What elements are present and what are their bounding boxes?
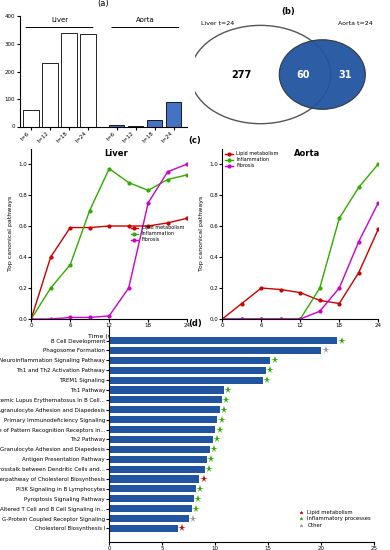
Text: 60: 60 (297, 69, 310, 80)
Bar (80, 34, 96, 126)
Legend: Lipid metabolism, Inflammatory processes, Other: Lipid metabolism, Inflammatory processes… (298, 509, 372, 529)
Bar (109, 357, 270, 364)
Text: Liver: Liver (51, 18, 68, 23)
Y-axis label: Top canonical pathways: Top canonical pathways (8, 196, 13, 271)
Bar (109, 367, 266, 374)
Text: Liver: Liver (104, 149, 128, 158)
Text: Liver t=24: Liver t=24 (200, 20, 234, 26)
Text: 31: 31 (338, 69, 351, 80)
Bar (109, 436, 213, 443)
Bar (109, 475, 199, 482)
Bar (109, 377, 263, 384)
Bar (109, 347, 321, 354)
Legend: Lipid metabolism, Inflammation, Fibrosis: Lipid metabolism, Inflammation, Fibrosis (225, 151, 279, 169)
Text: Aorta: Aorta (294, 149, 320, 158)
X-axis label: Time (weeks): Time (weeks) (279, 334, 321, 339)
Bar (166, 102, 181, 126)
Bar (109, 525, 178, 532)
Bar (109, 397, 222, 404)
Bar (23, 110, 39, 126)
Text: (b): (b) (282, 7, 296, 16)
X-axis label: Time (weeks): Time (weeks) (88, 334, 130, 339)
Ellipse shape (190, 25, 331, 124)
Bar (109, 495, 194, 502)
Y-axis label: Top canonical pathways: Top canonical pathways (199, 196, 204, 271)
Circle shape (279, 40, 365, 109)
Text: 277: 277 (232, 69, 252, 80)
Bar (109, 416, 217, 424)
Text: (a): (a) (98, 0, 109, 8)
Bar (109, 485, 196, 492)
Bar (109, 337, 337, 344)
Text: Aorta: Aorta (136, 18, 155, 23)
Bar (109, 515, 189, 522)
Bar (43, 63, 58, 126)
Bar (109, 387, 224, 394)
Bar (109, 406, 220, 414)
Bar (109, 125, 124, 126)
Bar (109, 465, 205, 472)
Text: Aorta t=24: Aorta t=24 (338, 20, 373, 26)
Bar (109, 455, 207, 463)
Legend: Lipid metabolism, Inflammation, Fibrosis: Lipid metabolism, Inflammation, Fibrosis (130, 225, 185, 243)
Bar (109, 505, 192, 512)
Bar (62, 33, 77, 126)
Text: (d): (d) (188, 318, 202, 328)
Bar (109, 426, 215, 433)
Bar (147, 120, 162, 127)
Bar (109, 446, 210, 453)
Text: (c): (c) (189, 136, 201, 145)
